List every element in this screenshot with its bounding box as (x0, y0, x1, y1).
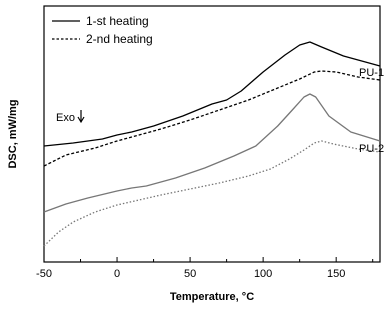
x-tick-label: 150 (327, 268, 345, 280)
series-line-pu-2-2nd-heating (43, 140, 381, 247)
plot-frame (43, 5, 381, 263)
x-tick-label: 100 (254, 268, 272, 280)
exo-annotation: Exo (56, 110, 85, 124)
legend-label-2nd-heating: 2-nd heating (86, 32, 153, 46)
x-tick-label: 50 (184, 268, 196, 280)
legend-label-1st-heating: 1-st heating (86, 14, 149, 28)
y-axis-title: DSC, mW/mg (7, 99, 19, 168)
x-axis-title: Temperature, °C (170, 291, 254, 303)
x-tick-label: -50 (36, 268, 52, 280)
curve-label-pu-2: PU-2 (359, 143, 384, 155)
curve-label-pu-1: PU-1 (359, 67, 384, 79)
x-tick-label: 0 (114, 268, 120, 280)
exo-arrow-head-icon (77, 116, 85, 124)
legend: 1-st heating 2-nd heating (52, 14, 153, 46)
series-line-pu-1-2nd-heating (43, 70, 381, 167)
x-axis-ticks: -50 0 50 100 150 (36, 257, 374, 280)
exo-label: Exo (56, 112, 75, 124)
series-layer (43, 41, 381, 247)
series-line-pu-2-1st-heating (43, 93, 381, 213)
series-line-pu-1-1st-heating (43, 41, 381, 147)
